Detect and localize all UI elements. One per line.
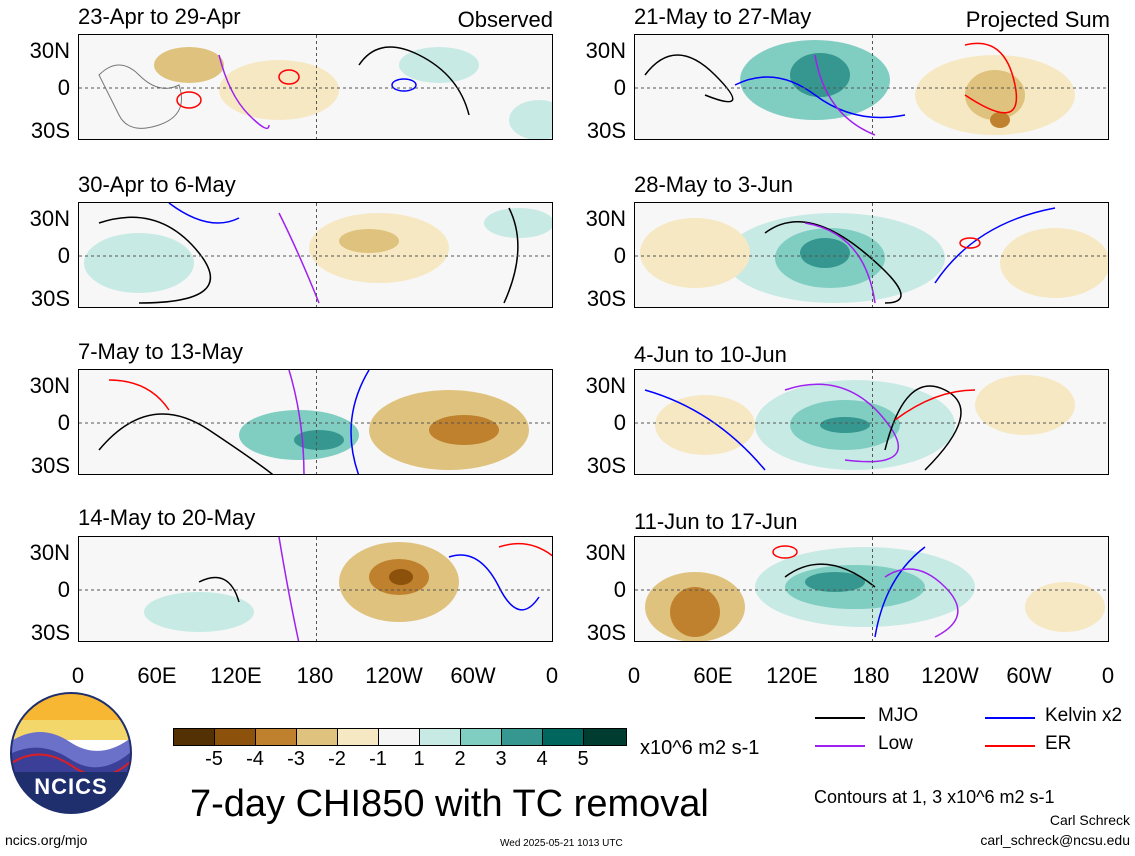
left-lon-0: 0 xyxy=(71,663,85,688)
site-link[interactable]: ncics.org/mjo xyxy=(5,832,88,848)
right-lon-180: 180 xyxy=(852,663,890,688)
legend-er-label: ER xyxy=(1045,733,1072,754)
colorbar-swatch-2 xyxy=(214,728,256,746)
right-lon-60e: 60E xyxy=(693,663,733,688)
legend-low-line xyxy=(815,745,865,747)
p7-lat-30s: 30S xyxy=(586,453,626,478)
logo-text: NCICS xyxy=(34,774,108,799)
legend-er-line xyxy=(985,745,1035,747)
colorbar-label: 2 xyxy=(454,748,466,770)
p7-lat-30n: 30N xyxy=(585,373,626,398)
colorbar-label: 1 xyxy=(413,748,425,770)
colorbar-label: 3 xyxy=(495,748,507,770)
right-lon-0-end: 0 xyxy=(1101,663,1115,688)
panel-7-title: 4-Jun to 10-Jun xyxy=(634,342,787,367)
legend-mjo-label: MJO xyxy=(878,705,919,726)
p4-lat-0: 0 xyxy=(57,577,70,602)
map-panel-4 xyxy=(78,536,553,642)
panel-1-title: 23-Apr to 29-Apr xyxy=(78,4,241,29)
author: Carl Schreck xyxy=(1049,812,1130,828)
right-lon-60w: 60W xyxy=(1006,663,1052,688)
colorbar-swatch-11 xyxy=(583,728,627,746)
left-lon-180: 180 xyxy=(296,663,334,688)
contours-note: Contours at 1, 3 x10^6 m2 s-1 xyxy=(814,787,1055,807)
colorbar-swatch-5 xyxy=(337,728,379,746)
left-lon-120e: 120E xyxy=(210,663,262,688)
colorbar-label: -5 xyxy=(205,748,223,770)
colorbar xyxy=(173,728,627,746)
colorbar-label: -2 xyxy=(328,748,346,770)
colorbar-swatch-6 xyxy=(378,728,420,746)
colorbar-swatch-7 xyxy=(419,728,461,746)
p2-lat-0: 0 xyxy=(57,243,70,268)
colorbar-label: -1 xyxy=(369,748,387,770)
panel-3-title: 7-May to 13-May xyxy=(78,339,244,364)
colorbar-swatch-8 xyxy=(460,728,502,746)
colorbar-swatch-10 xyxy=(542,728,584,746)
right-lon-120w: 120W xyxy=(921,663,979,688)
p8-lat-30n: 30N xyxy=(585,540,626,565)
p5-lat-30n: 30N xyxy=(585,38,626,63)
colorbar-label: 5 xyxy=(577,748,589,770)
p8-lat-0: 0 xyxy=(613,577,626,602)
panel-5-tag: Projected Sum xyxy=(965,7,1110,32)
panel-2-title: 30-Apr to 6-May xyxy=(78,172,236,197)
p2-lat-30s: 30S xyxy=(30,286,70,311)
ncics-logo: NCICS xyxy=(10,692,132,814)
colorbar-swatch-1 xyxy=(173,728,215,746)
left-lon-0-end: 0 xyxy=(545,663,559,688)
p3-lat-0: 0 xyxy=(57,410,70,435)
map-panel-2 xyxy=(78,202,553,308)
legend-kelvin-line xyxy=(985,717,1035,719)
map-panel-5 xyxy=(634,34,1109,140)
panel-5-title: 21-May to 27-May xyxy=(634,4,812,29)
p2-lat-30n: 30N xyxy=(29,206,70,231)
colorbar-label: -3 xyxy=(287,748,305,770)
p8-lat-30s: 30S xyxy=(586,620,626,645)
email[interactable]: carl_schreck@ncsu.edu xyxy=(980,832,1130,848)
p1-lat-0: 0 xyxy=(57,75,70,100)
p5-lat-30s: 30S xyxy=(586,118,626,143)
legend-low-label: Low xyxy=(878,733,913,754)
colorbar-units: x10^6 m2 s-1 xyxy=(640,737,760,759)
map-panel-7 xyxy=(634,369,1109,475)
p6-lat-30n: 30N xyxy=(585,206,626,231)
p3-lat-30s: 30S xyxy=(30,453,70,478)
p1-lat-30s: 30S xyxy=(30,118,70,143)
colorbar-swatch-9 xyxy=(501,728,543,746)
p6-lat-0: 0 xyxy=(613,243,626,268)
p4-lat-30n: 30N xyxy=(29,540,70,565)
map-panel-8 xyxy=(634,536,1109,642)
p5-lat-0: 0 xyxy=(613,75,626,100)
p4-lat-30s: 30S xyxy=(30,620,70,645)
legend-kelvin-label: Kelvin x2 xyxy=(1045,705,1123,726)
panel-6-title: 28-May to 3-Jun xyxy=(634,172,793,197)
right-lon-0: 0 xyxy=(627,663,641,688)
colorbar-label: 4 xyxy=(536,748,548,770)
timestamp: Wed 2025-05-21 1013 UTC xyxy=(500,838,623,849)
panel-8-title: 11-Jun to 17-Jun xyxy=(634,509,798,534)
right-lon-120e: 120E xyxy=(766,663,818,688)
map-panel-3 xyxy=(78,369,553,475)
left-lon-60w: 60W xyxy=(450,663,496,688)
colorbar-label: -4 xyxy=(246,748,264,770)
map-panel-1 xyxy=(78,34,553,140)
p7-lat-0: 0 xyxy=(613,410,626,435)
left-lon-120w: 120W xyxy=(365,663,423,688)
colorbar-swatch-3 xyxy=(255,728,297,746)
p6-lat-30s: 30S xyxy=(586,286,626,311)
left-lon-60e: 60E xyxy=(137,663,177,688)
map-panel-6 xyxy=(634,202,1109,308)
panel-4-title: 14-May to 20-May xyxy=(78,505,256,530)
p3-lat-30n: 30N xyxy=(29,373,70,398)
legend-mjo-line xyxy=(815,717,865,719)
p1-lat-30n: 30N xyxy=(29,38,70,63)
panel-1-tag: Observed xyxy=(457,7,553,32)
colorbar-swatch-4 xyxy=(296,728,338,746)
main-title: 7-day CHI850 with TC removal xyxy=(190,783,709,825)
